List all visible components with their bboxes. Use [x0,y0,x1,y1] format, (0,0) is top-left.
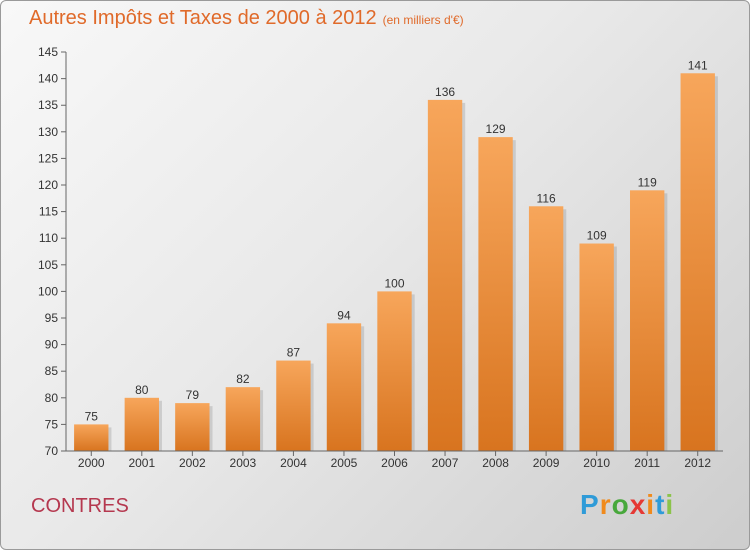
data-label: 82 [236,372,250,386]
x-tick-label: 2009 [533,456,560,470]
y-tick-label: 135 [38,98,58,112]
bar-2001 [124,397,159,451]
data-label: 80 [135,383,149,397]
data-label: 94 [337,308,351,322]
data-label: 116 [537,191,556,205]
x-tick-label: 2004 [280,456,307,470]
x-tick-label: 2003 [230,456,257,470]
bar-2009 [528,206,564,451]
data-label: 100 [384,276,404,290]
chart-subtitle: (en milliers d'€) [382,13,464,27]
x-tick-label: 2010 [583,456,610,470]
logo-letter: P [580,489,600,520]
y-tick-label: 95 [45,311,59,325]
location-label: CONTRES [31,495,129,517]
bar-2005 [326,323,362,451]
chart-title: Autres Impôts et Taxes de 2000 à 2012 (en… [29,7,464,30]
y-tick-label: 115 [39,205,58,219]
y-tick-label: 110 [39,231,58,245]
x-tick-label: 2012 [684,456,711,470]
bar-2011 [630,190,665,451]
bar-2010 [579,243,614,451]
y-tick-label: 80 [45,391,59,405]
y-tick-label: 125 [38,151,58,165]
data-label: 136 [435,85,455,99]
data-label: 141 [688,58,708,72]
y-tick-label: 90 [45,338,59,352]
y-tick-label: 140 [38,72,58,86]
data-label: 79 [186,388,200,402]
bar-2008 [478,137,513,451]
bar-2007 [427,99,463,451]
x-tick-label: 2006 [381,456,408,470]
y-tick-label: 85 [45,364,59,378]
x-tick-label: 2000 [78,456,105,470]
bar-2012 [680,73,715,451]
x-tick-label: 2005 [331,456,358,470]
y-tick-label: 75 [45,417,59,431]
bar-2004 [276,360,311,451]
logo-letter: t [655,489,666,520]
data-label: 119 [638,175,657,189]
y-tick-label: 105 [38,258,58,272]
x-tick-label: 2011 [634,456,660,470]
chart-title-text: Autres Impôts et Taxes de 2000 à 2012 [29,7,377,29]
logo-letter: o [611,489,630,520]
data-label: 75 [85,409,99,423]
bar-2000 [74,424,109,451]
x-tick-label: 2008 [482,456,509,470]
y-tick-label: 145 [38,45,58,59]
bar-2006 [377,291,412,451]
y-tick-label: 130 [38,125,58,139]
data-label: 87 [287,346,301,360]
logo-letter: x [629,489,647,520]
logo-letter: i [665,489,675,520]
x-tick-label: 2007 [432,456,459,470]
y-tick-label: 100 [38,284,58,298]
logo-letter: i [646,489,656,520]
bars: 75 80 79 82 87 94 100 136 129 116 109 119 141 [74,58,718,451]
x-axis: 2000 2001 2002 2003 2004 2005 2006 2007 2008 2009… [66,450,723,470]
data-label: 129 [486,122,506,136]
bar-2002 [175,403,210,451]
proxiti-logo: Proxiti [580,489,674,521]
bar-2003 [225,387,261,451]
x-tick-label: 2002 [179,456,206,470]
y-tick-label: 120 [38,178,58,192]
data-label: 109 [587,229,607,243]
logo-letter: r [599,489,612,520]
y-tick-label: 70 [45,444,59,458]
y-axis: 70 75 80 85 90 95 100 105 110 115 120 125 130 135 140 1… [38,45,67,458]
x-tick-label: 2001 [128,456,155,470]
